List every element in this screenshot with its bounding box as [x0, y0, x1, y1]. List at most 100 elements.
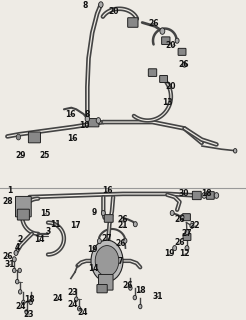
Circle shape — [190, 223, 194, 228]
Text: 21: 21 — [118, 221, 128, 230]
Text: 22: 22 — [189, 221, 200, 230]
Circle shape — [101, 211, 105, 216]
FancyBboxPatch shape — [29, 132, 41, 143]
FancyBboxPatch shape — [97, 284, 107, 293]
Text: 9: 9 — [92, 208, 97, 217]
Circle shape — [16, 134, 21, 140]
Circle shape — [129, 286, 132, 290]
Circle shape — [185, 230, 189, 235]
Circle shape — [185, 245, 189, 251]
Circle shape — [85, 116, 90, 122]
Text: 15: 15 — [40, 209, 51, 218]
FancyBboxPatch shape — [206, 192, 214, 199]
FancyBboxPatch shape — [183, 234, 191, 240]
Text: 20: 20 — [166, 41, 176, 50]
FancyBboxPatch shape — [148, 69, 157, 76]
FancyBboxPatch shape — [15, 196, 31, 217]
Text: 18: 18 — [201, 189, 212, 198]
Text: 8: 8 — [82, 1, 88, 10]
Circle shape — [15, 279, 19, 284]
FancyBboxPatch shape — [88, 119, 99, 127]
Text: 24: 24 — [16, 302, 26, 311]
Text: 8: 8 — [85, 109, 90, 119]
Text: 18: 18 — [24, 295, 35, 304]
Circle shape — [75, 297, 78, 301]
Circle shape — [180, 215, 184, 220]
Text: 2: 2 — [17, 235, 22, 244]
Text: 28: 28 — [2, 197, 13, 206]
Text: 24: 24 — [67, 300, 78, 309]
Circle shape — [14, 250, 18, 255]
Text: 18: 18 — [135, 286, 146, 295]
Text: 16: 16 — [65, 109, 75, 119]
FancyBboxPatch shape — [183, 214, 190, 221]
Text: 20: 20 — [108, 7, 118, 16]
Circle shape — [13, 268, 16, 273]
Circle shape — [91, 240, 123, 282]
Text: 31: 31 — [5, 260, 15, 268]
Text: 12: 12 — [179, 249, 190, 258]
Circle shape — [133, 295, 137, 300]
Text: 26: 26 — [174, 238, 185, 247]
Text: 26: 26 — [123, 281, 133, 290]
FancyBboxPatch shape — [178, 48, 186, 55]
Text: 30: 30 — [179, 189, 189, 198]
FancyBboxPatch shape — [17, 209, 30, 220]
Text: 26: 26 — [115, 239, 126, 248]
Circle shape — [233, 148, 237, 153]
Circle shape — [99, 2, 103, 7]
Text: 26: 26 — [178, 60, 188, 69]
Circle shape — [214, 193, 219, 198]
Text: 24: 24 — [77, 308, 88, 317]
Text: 13: 13 — [162, 99, 172, 108]
Circle shape — [183, 62, 186, 67]
Circle shape — [160, 28, 165, 34]
FancyBboxPatch shape — [128, 18, 138, 27]
Circle shape — [77, 307, 81, 311]
Text: 20: 20 — [166, 83, 176, 92]
Circle shape — [18, 268, 21, 273]
FancyBboxPatch shape — [192, 191, 201, 200]
Circle shape — [18, 290, 22, 294]
Text: 27: 27 — [102, 234, 112, 243]
Text: 23: 23 — [23, 310, 33, 319]
Circle shape — [123, 238, 127, 243]
Circle shape — [12, 257, 16, 262]
Circle shape — [22, 300, 25, 305]
Text: 16: 16 — [67, 133, 78, 142]
Text: 4: 4 — [15, 243, 20, 252]
Text: 31: 31 — [152, 292, 163, 300]
Circle shape — [170, 211, 174, 216]
Text: 19: 19 — [87, 245, 97, 254]
Text: 23: 23 — [67, 288, 78, 297]
Text: 11: 11 — [50, 220, 61, 229]
FancyBboxPatch shape — [160, 76, 168, 83]
Text: 24: 24 — [53, 294, 63, 303]
Circle shape — [97, 238, 101, 244]
Circle shape — [138, 304, 142, 309]
Circle shape — [95, 245, 119, 276]
Circle shape — [202, 193, 206, 198]
FancyBboxPatch shape — [104, 215, 113, 222]
Circle shape — [173, 245, 177, 251]
Text: 29: 29 — [16, 151, 26, 160]
Text: 25: 25 — [39, 151, 49, 160]
Text: 14: 14 — [34, 235, 45, 244]
Text: 27: 27 — [182, 229, 192, 238]
FancyBboxPatch shape — [162, 37, 170, 44]
Text: 26: 26 — [118, 215, 128, 224]
Text: 16: 16 — [102, 186, 112, 195]
Text: 26: 26 — [149, 19, 159, 28]
Text: 19: 19 — [165, 249, 175, 258]
Text: 26: 26 — [2, 252, 13, 260]
Text: 17: 17 — [70, 221, 80, 230]
Circle shape — [25, 310, 28, 314]
Text: 26: 26 — [174, 215, 185, 224]
Text: 10: 10 — [80, 121, 90, 130]
Circle shape — [175, 38, 179, 43]
Circle shape — [133, 222, 137, 227]
FancyBboxPatch shape — [98, 275, 113, 290]
Circle shape — [96, 118, 101, 123]
Text: 3: 3 — [45, 227, 51, 236]
Text: 1: 1 — [7, 186, 13, 195]
